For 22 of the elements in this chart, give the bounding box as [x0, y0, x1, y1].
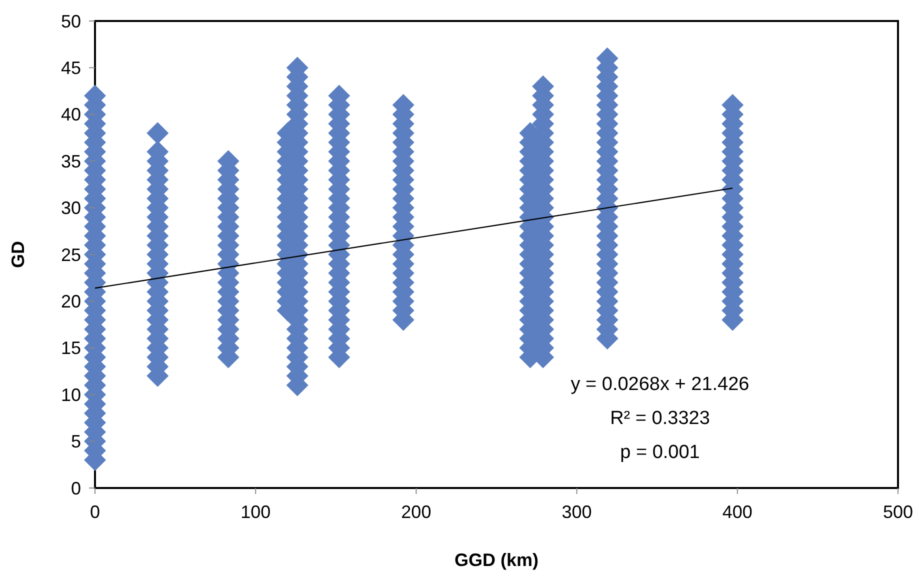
x-tick-label: 500: [882, 502, 914, 522]
annotation: R² = 0.3323: [610, 408, 710, 429]
y-tick-label: 5: [70, 432, 81, 452]
y-tick-label: 45: [60, 58, 81, 78]
x-tick-label: 200: [401, 502, 432, 522]
x-tick-label: 400: [722, 502, 752, 522]
x-tick-label: 300: [562, 502, 592, 522]
x-tick-label: 0: [90, 502, 100, 522]
y-tick-label: 50: [60, 11, 81, 32]
y-tick-label: 0: [70, 478, 81, 498]
x-axis-title: GGD (km): [454, 550, 539, 570]
y-tick-label: 35: [60, 151, 81, 172]
y-tick-label: 10: [60, 384, 81, 405]
y-tick-label: 20: [60, 292, 81, 312]
annotation: p = 0.001: [620, 442, 700, 463]
y-tick-label: 30: [60, 198, 81, 218]
y-axis-title: GD: [8, 241, 28, 268]
y-tick-label: 25: [60, 244, 81, 265]
y-tick-label: 15: [60, 338, 81, 358]
x-tick-label: 100: [240, 502, 271, 522]
annotation: y = 0.0268x + 21.426: [570, 374, 750, 395]
y-tick-label: 40: [60, 104, 81, 125]
